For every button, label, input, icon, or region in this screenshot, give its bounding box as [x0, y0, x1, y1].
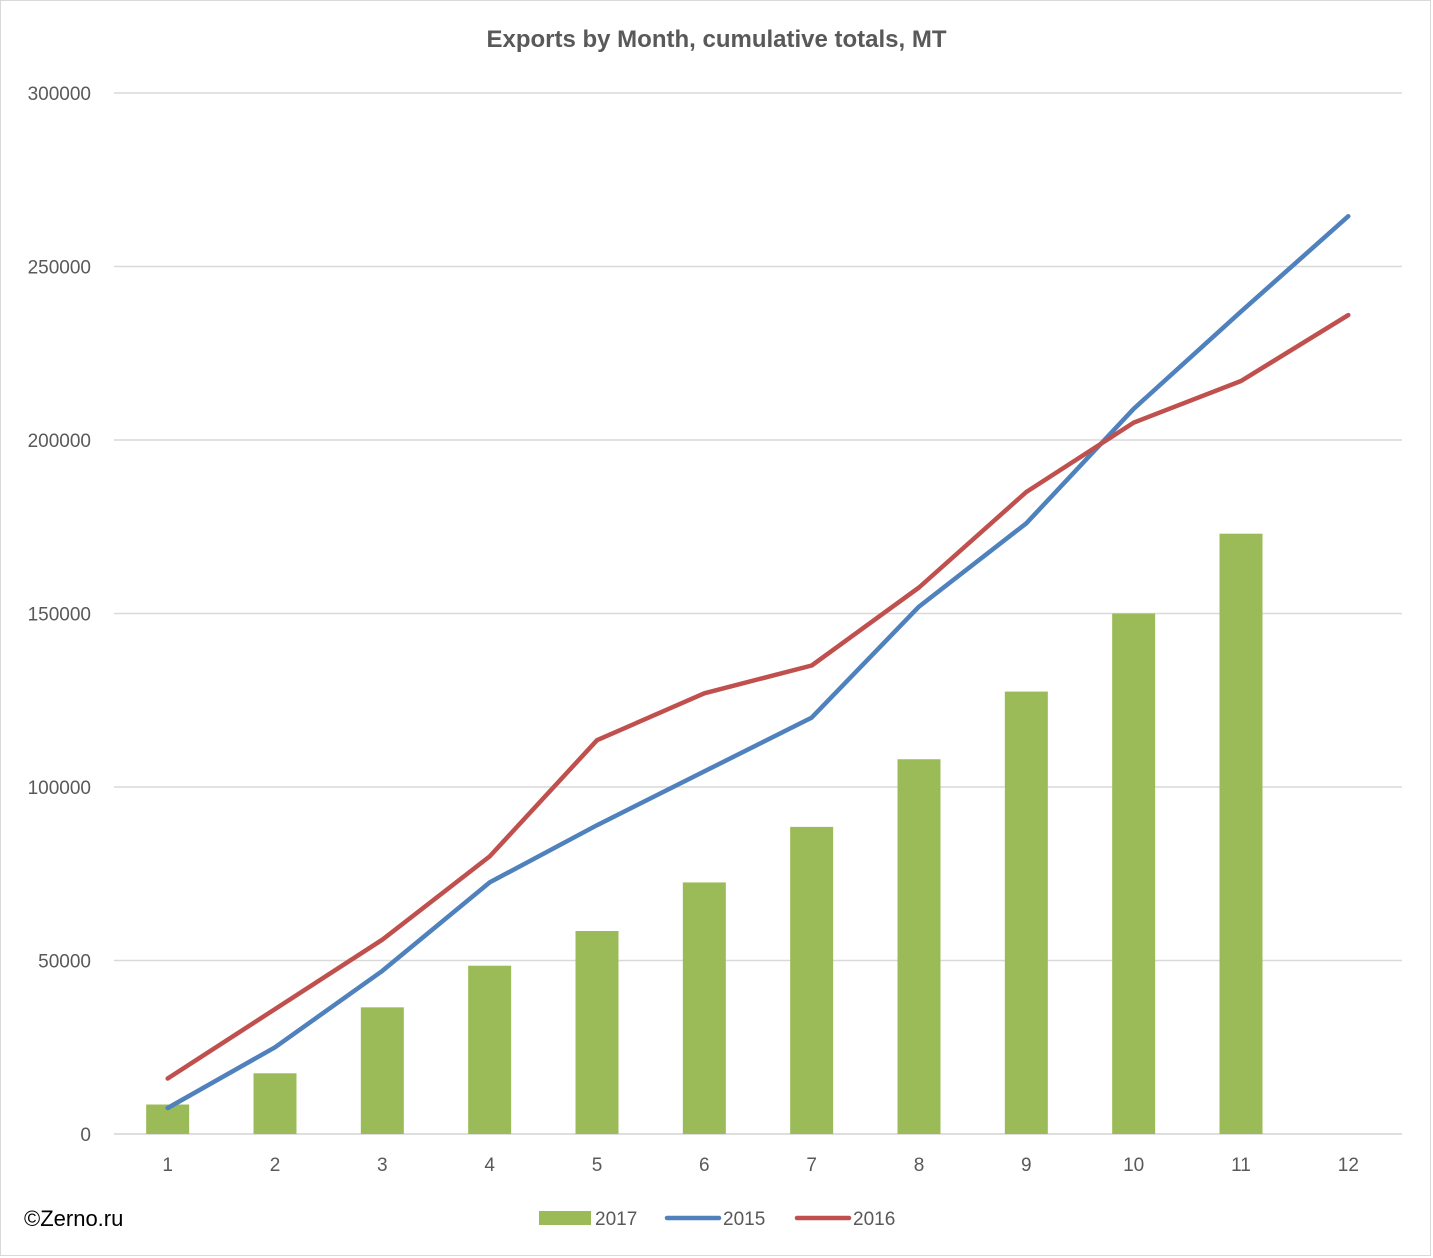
y-tick-label: 50000: [38, 952, 91, 973]
grid-lines: [114, 92, 1402, 1135]
x-tick-label: 9: [1021, 1155, 1032, 1176]
bar-2017: [1004, 691, 1048, 1134]
line-series: [165, 213, 1351, 1111]
x-tick-label: 6: [699, 1155, 710, 1176]
y-tick-label: 100000: [28, 778, 91, 799]
line-2016: [165, 312, 1351, 1081]
y-axis: 0 50000 100000 150000 200000 250000 300000: [28, 84, 91, 1146]
legend-label-2016: 2016: [853, 1209, 895, 1230]
x-axis: 1 2 3 4 5 6 7 8 9 10 11 12: [162, 1155, 1359, 1176]
y-tick-label: 150000: [28, 605, 91, 626]
x-tick-label: 3: [377, 1155, 388, 1176]
y-tick-label: 0: [80, 1125, 91, 1146]
x-tick-label: 5: [592, 1155, 603, 1176]
y-tick-label: 300000: [28, 84, 91, 105]
line-2015: [165, 213, 1351, 1111]
y-tick-label: 200000: [28, 431, 91, 452]
x-tick-label: 2: [270, 1155, 281, 1176]
bar-2017: [1219, 533, 1263, 1134]
bar-2017: [682, 882, 726, 1134]
bar-2017: [360, 1007, 404, 1134]
bars-series: [146, 533, 1263, 1134]
legend-swatch-2017: [539, 1211, 591, 1225]
x-tick-label: 7: [806, 1155, 817, 1176]
legend: 2017 2015 2016: [539, 1209, 895, 1230]
x-tick-label: 8: [914, 1155, 925, 1176]
x-tick-label: 11: [1231, 1155, 1251, 1176]
bar-2017: [790, 826, 834, 1134]
x-tick-label: 4: [484, 1155, 495, 1176]
legend-label-2015: 2015: [723, 1209, 765, 1230]
bar-2017: [897, 759, 941, 1134]
legend-label-2017: 2017: [595, 1209, 637, 1230]
bar-2017: [575, 931, 619, 1134]
y-tick-label: 250000: [28, 258, 91, 279]
bar-2017: [468, 965, 512, 1134]
credit-text: ©Zerno.ru: [24, 1206, 124, 1231]
x-tick-label: 10: [1123, 1155, 1144, 1176]
chart-title: Exports by Month, cumulative totals, MT: [486, 26, 947, 53]
bar-2017: [253, 1073, 297, 1134]
bar-2017: [1112, 613, 1156, 1134]
x-tick-label: 1: [162, 1155, 173, 1176]
x-tick-label: 12: [1338, 1155, 1359, 1176]
